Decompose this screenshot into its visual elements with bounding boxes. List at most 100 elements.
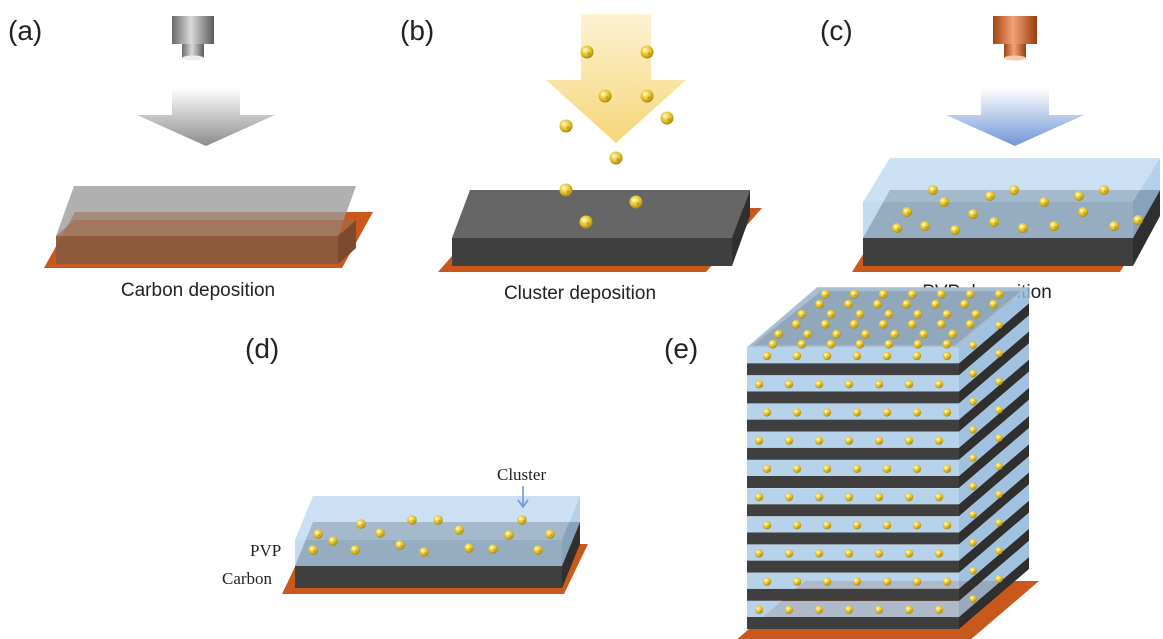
nanocluster-icon [784, 549, 794, 558]
nanocluster-icon [969, 341, 977, 350]
nanocluster-icon [934, 380, 944, 389]
nanocluster-icon [826, 339, 836, 349]
nanocluster-icon [580, 45, 594, 59]
nanocluster-icon [395, 540, 405, 550]
nanocluster-icon [844, 380, 854, 389]
nanocluster-icon [784, 492, 794, 502]
nanocluster-icon [774, 329, 783, 339]
nanocluster-icon [942, 339, 952, 349]
nanocluster-icon [912, 521, 922, 530]
nanocluster-icon [308, 545, 318, 555]
nanocluster-icon [419, 547, 429, 557]
carbon-side [562, 522, 580, 588]
nanocluster-icon [844, 605, 854, 614]
nanocluster-icon [598, 89, 612, 103]
nanocluster-icon [754, 492, 764, 502]
nanocluster-icon [852, 408, 862, 417]
nanocluster-icon [971, 309, 981, 319]
nanocluster-icon [1109, 221, 1119, 231]
stack-layer [747, 512, 1029, 601]
nanocluster-icon [762, 521, 772, 530]
nanocluster-icon [995, 462, 1003, 471]
nanocluster-icon [792, 408, 802, 417]
panel-b: (b) Cluster deposition [400, 14, 762, 304]
nanocluster-icon [1074, 191, 1084, 201]
carbon-front [452, 238, 732, 266]
nanocluster-icon [792, 521, 802, 530]
nanocluster-icon [814, 605, 824, 614]
carbon-front [295, 566, 562, 588]
stack-layer [747, 400, 1029, 488]
nanocluster-icon [913, 339, 923, 349]
nanocluster-icon [904, 380, 914, 389]
nanocluster-icon [912, 351, 922, 361]
nanocluster-icon [792, 577, 802, 586]
nanocluster-icon [902, 207, 912, 217]
nanocluster-icon [754, 549, 764, 558]
caption-b: Cluster deposition [504, 283, 656, 304]
nanocluster-icon [1133, 215, 1143, 225]
stack-layer [747, 428, 1029, 517]
falling-clusters [559, 45, 674, 229]
nanocluster-icon [912, 464, 922, 473]
nanocluster-icon [969, 538, 977, 547]
nanocluster-icon [844, 299, 853, 309]
cluster-deposition-sample [438, 190, 762, 272]
nanocluster-icon [882, 521, 892, 530]
nanocluster-icon [640, 89, 654, 103]
nanocluster-icon [815, 299, 824, 309]
nanocluster-icon [873, 299, 882, 309]
nanocluster-icon [849, 289, 859, 299]
nanocluster-icon [375, 528, 385, 538]
panel-d: (d) Cluster PVP Carbon [222, 333, 588, 594]
pvp-layer-top [863, 158, 1160, 202]
nanocluster-icon [797, 339, 807, 349]
deposition-arrow-yellow [546, 14, 686, 143]
nanocluster-icon [822, 577, 832, 586]
nanocluster-icon [995, 321, 1003, 330]
nanocluster-icon [995, 349, 1003, 358]
nanocluster-icon [985, 191, 995, 201]
nanocluster-icon [852, 577, 862, 586]
nanocluster-icon [826, 309, 836, 319]
carbon-side [1133, 190, 1160, 266]
nanocluster-icon [488, 544, 498, 554]
nanocluster-icon [874, 549, 884, 558]
nanocluster-icon [784, 605, 794, 614]
nanocluster-icon [356, 519, 366, 529]
nanocluster-icon [874, 436, 884, 445]
stack-layer [747, 371, 1029, 460]
nanocluster-icon [942, 577, 952, 586]
stack-layer [747, 287, 1029, 376]
nanocluster-icon [884, 309, 894, 319]
nanocluster-icon [904, 492, 914, 502]
nanocluster-icon [942, 309, 952, 319]
nanocluster-icon [814, 380, 824, 389]
panel-a: (a) Carbon deposition [8, 15, 373, 301]
stack-layer [747, 456, 1029, 545]
nanocluster-icon [912, 408, 922, 417]
nanocluster-icon [803, 329, 812, 339]
nanocluster-icon [969, 567, 977, 575]
nanocluster-icon [942, 351, 952, 361]
nanocluster-icon [874, 492, 884, 502]
nanocluster-icon [792, 464, 802, 473]
nanocluster-icon [907, 289, 917, 299]
panel-c: (c) PVP deposition [820, 15, 1160, 303]
top-clusters [768, 289, 1004, 349]
nanocluster-icon [882, 351, 892, 361]
nanocluster-icon [989, 299, 998, 309]
nanocluster-icon [762, 408, 772, 417]
nanocluster-icon [545, 529, 555, 539]
nanocluster-icon [884, 339, 894, 349]
nanocluster-icon [942, 521, 952, 530]
nanocluster-icon [969, 510, 977, 519]
nanocluster-icon [882, 577, 892, 586]
panel-b-label: (b) [400, 15, 434, 46]
nanocluster-icon [934, 436, 944, 445]
nanocluster-icon [517, 515, 527, 525]
nanocluster-icon [928, 185, 938, 195]
nanocluster-icon [350, 545, 360, 555]
nanocluster-icon [660, 111, 674, 125]
sputter-source-copper-icon [993, 16, 1037, 61]
